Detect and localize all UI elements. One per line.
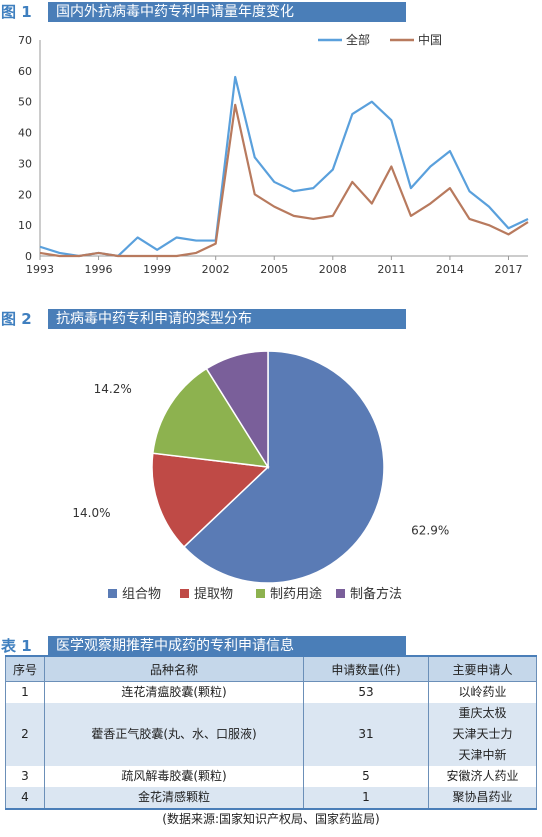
legend-label: 中国 — [418, 32, 442, 47]
figure2-tag: 图 2 — [0, 309, 48, 329]
row-applicant: 以岭药业 — [428, 681, 537, 703]
series-all-line — [39, 75, 529, 258]
applicant: 天津中新 — [458, 748, 507, 762]
x-tick-label: 2002 — [202, 263, 230, 276]
legend-swatch — [180, 589, 189, 598]
pie-data-label: 14.2% — [94, 382, 132, 396]
figure1-title: 国内外抗病毒中药专利申请量年度变化 — [48, 2, 406, 22]
y-tick-label: 70 — [18, 34, 32, 47]
col-header-count: 申请数量(件) — [303, 655, 429, 682]
pie-slice — [151, 367, 270, 468]
legend-swatch — [336, 589, 345, 598]
table1-header: 表 1 医学观察期推荐中成药的专利申请信息 — [0, 636, 542, 656]
table1-title: 医学观察期推荐中成药的专利申请信息 — [48, 636, 406, 656]
patent-table: 序号 品种名称 申请数量(件) 主要申请人 1 连花清瘟胶囊(颗粒) 53 以岭… — [5, 655, 537, 810]
applicant: 聚协昌药业 — [452, 790, 513, 804]
series-china-line — [39, 103, 529, 258]
applicant: 重庆太极 — [458, 706, 507, 720]
line-chart: 0 10 20 30 40 50 60 70 1993 1996 1999 2002 2005 2008 2… — [18, 32, 529, 276]
pie-slice — [182, 350, 385, 584]
applicant: 以岭药业 — [458, 685, 507, 699]
x-tick-label: 2017 — [494, 263, 522, 276]
row-no: 2 — [5, 703, 45, 766]
row-count: 5 — [303, 766, 429, 787]
row-applicant: 安徽济人药业 — [428, 766, 537, 787]
x-tick-label: 2008 — [319, 263, 347, 276]
legend-label: 制备方法 — [350, 586, 402, 602]
row-count: 31 — [303, 703, 429, 766]
legend-swatch — [256, 589, 265, 598]
table-row: 3 疏风解毒胶囊(颗粒) 5 安徽济人药业 — [5, 766, 537, 787]
x-tick-label: 2011 — [377, 263, 405, 276]
row-count: 53 — [303, 681, 429, 703]
pie-slice — [151, 452, 270, 548]
row-no: 1 — [5, 681, 45, 703]
legend-swatch — [108, 589, 117, 598]
x-tick-label: 2005 — [260, 263, 288, 276]
figure1-tag: 图 1 — [0, 2, 48, 22]
y-tick-label: 20 — [18, 188, 32, 201]
y-tick-label: 10 — [18, 219, 32, 232]
pie-data-label: 62.9% — [411, 524, 449, 538]
row-applicant: 聚协昌药业 — [428, 787, 537, 810]
table-row: 1 连花清瘟胶囊(颗粒) 53 以岭药业 — [5, 681, 537, 703]
pie-slice — [205, 350, 269, 470]
legend-label: 组合物 — [122, 587, 161, 602]
figure1-header: 图 1 国内外抗病毒中药专利申请量年度变化 — [0, 2, 542, 22]
applicant: 安徽济人药业 — [446, 769, 519, 783]
y-tick-label: 0 — [25, 250, 32, 263]
table-row: 2 藿香正气胶囊(丸、水、口服液) 31 重庆太极 天津天士力 天津中新 — [5, 703, 537, 766]
x-tick-label: 1996 — [85, 263, 113, 276]
figure2-header: 图 2 抗病毒中药专利申请的类型分布 — [0, 309, 542, 329]
col-header-no: 序号 — [5, 655, 45, 682]
applicant: 天津天士力 — [452, 727, 513, 741]
x-tick-label: 1993 — [26, 263, 54, 276]
legend-label: 制药用途 — [270, 586, 322, 602]
x-tick-label: 2014 — [436, 263, 464, 276]
row-no: 3 — [5, 766, 45, 787]
table-header-row: 序号 品种名称 申请数量(件) 主要申请人 — [5, 655, 537, 682]
y-tick-label: 50 — [18, 96, 32, 109]
row-no: 4 — [5, 787, 45, 810]
source-note: (数据来源:国家知识产权局、国家药监局) — [162, 812, 380, 826]
y-tick-label: 40 — [18, 127, 32, 140]
pie-data-label: 14.0% — [72, 506, 110, 520]
table1-tag: 表 1 — [0, 636, 48, 656]
row-name: 藿香正气胶囊(丸、水、口服液) — [44, 703, 304, 766]
legend-label: 全部 — [346, 32, 370, 47]
y-tick-label: 60 — [18, 65, 32, 78]
figure2-title: 抗病毒中药专利申请的类型分布 — [48, 309, 406, 329]
row-count: 1 — [303, 787, 429, 810]
col-header-name: 品种名称 — [44, 655, 304, 682]
row-name: 疏风解毒胶囊(颗粒) — [44, 766, 304, 787]
x-tick-label: 1999 — [143, 263, 171, 276]
row-name: 金花清感颗粒 — [44, 787, 304, 810]
y-tick-label: 30 — [18, 157, 32, 170]
row-name: 连花清瘟胶囊(颗粒) — [44, 681, 304, 703]
row-applicant: 重庆太极 天津天士力 天津中新 — [428, 703, 537, 766]
col-header-applicant: 主要申请人 — [428, 655, 537, 682]
table-row: 4 金花清感颗粒 1 聚协昌药业 — [5, 787, 537, 810]
legend-label: 提取物 — [194, 586, 233, 602]
